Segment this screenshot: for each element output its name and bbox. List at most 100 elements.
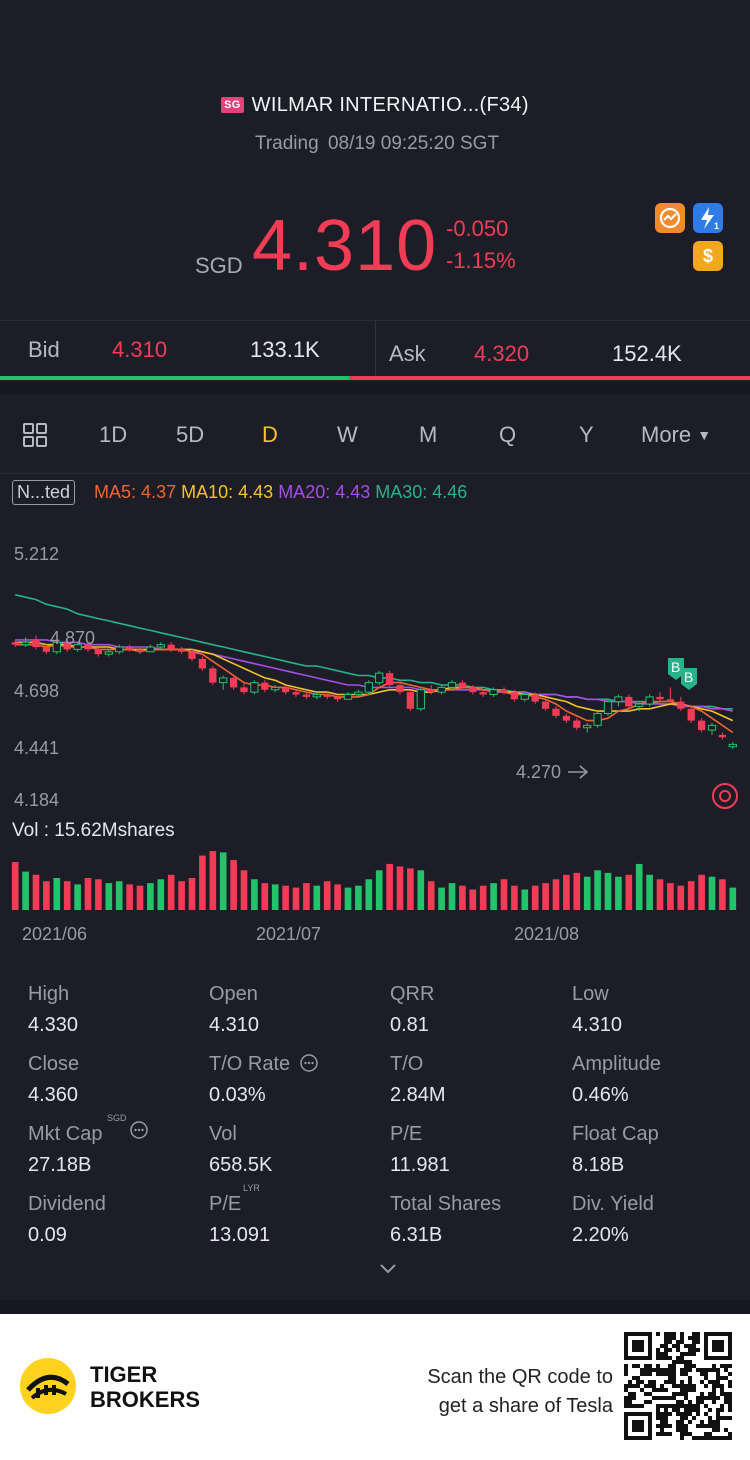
volume-bar bbox=[687, 881, 695, 910]
promo-line1: Scan the QR code to bbox=[427, 1366, 613, 1388]
volume-bar bbox=[646, 874, 653, 910]
stat-label: Div. Yield bbox=[572, 1193, 654, 1215]
volume-bar bbox=[63, 881, 71, 910]
candle bbox=[104, 649, 113, 657]
stock-header: SG WILMAR INTERNATIO...(F34) Trading 08/1… bbox=[0, 0, 750, 320]
candle bbox=[115, 644, 124, 655]
tab-month[interactable]: M bbox=[419, 422, 438, 447]
stat-value: 4.360 bbox=[28, 1084, 79, 1106]
candle bbox=[52, 639, 61, 655]
volume-bar bbox=[43, 881, 50, 910]
stock-title[interactable]: SG WILMAR INTERNATIO...(F34) bbox=[0, 94, 750, 117]
bid-ask-panel: Bid 4.310 133.1K Ask 4.320 152.4K bbox=[0, 320, 750, 382]
volume-bar bbox=[531, 885, 539, 910]
status-datetime: 08/19 09:25:20 SGT bbox=[327, 133, 500, 154]
volume-bar bbox=[479, 885, 487, 910]
candle bbox=[416, 687, 425, 712]
stat-value: 13.091 bbox=[209, 1224, 271, 1246]
candle bbox=[188, 649, 196, 662]
volume-bar bbox=[396, 866, 404, 910]
tab-week[interactable]: W bbox=[337, 422, 358, 447]
candle bbox=[697, 718, 706, 733]
candle bbox=[219, 675, 228, 690]
tab-year[interactable]: Y bbox=[579, 422, 594, 447]
candlestick-chart[interactable]: 5.212 4.698 4.441 4.184 4.870 4.270 B B … bbox=[0, 530, 750, 960]
info-icon[interactable] bbox=[299, 1053, 319, 1078]
candle bbox=[552, 706, 560, 719]
candle bbox=[375, 670, 384, 686]
stock-name: WILMAR INTERNATIO...(F34) bbox=[251, 94, 529, 116]
locate-icon[interactable] bbox=[712, 783, 738, 809]
x-axis-label: 2021/08 bbox=[514, 924, 579, 944]
candle bbox=[458, 680, 467, 690]
volume-bar bbox=[271, 884, 279, 910]
candle bbox=[718, 732, 727, 740]
volume-bar bbox=[563, 874, 570, 910]
ask-label: Ask bbox=[389, 341, 426, 366]
volume-bar bbox=[282, 885, 289, 910]
tab-5d[interactable]: 5D bbox=[176, 422, 205, 447]
candle bbox=[583, 722, 592, 733]
volume-bar bbox=[115, 881, 123, 910]
candle bbox=[687, 706, 695, 723]
low-marker-label: 4.270 bbox=[516, 762, 561, 782]
stat-value: 0.09 bbox=[28, 1224, 67, 1246]
tab-quarter[interactable]: Q bbox=[499, 422, 517, 447]
stat-value: 0.46% bbox=[572, 1084, 629, 1106]
stat-value: 27.18B bbox=[28, 1154, 92, 1176]
promo-line2: get a share of Tesla bbox=[438, 1395, 613, 1417]
buy-marker[interactable]: B bbox=[668, 658, 684, 680]
candle bbox=[385, 670, 394, 688]
dollar-icon[interactable]: $ bbox=[693, 241, 723, 271]
stat-value: 4.330 bbox=[28, 1014, 79, 1036]
price-change: -0.050 bbox=[446, 216, 509, 241]
qr-code-icon[interactable] bbox=[624, 1332, 732, 1440]
price-change-pct: -1.15% bbox=[446, 248, 516, 273]
volume-bar bbox=[219, 852, 227, 910]
ma10-line bbox=[15, 641, 734, 722]
volume-bar bbox=[74, 884, 81, 910]
volume-bar bbox=[313, 885, 321, 910]
volume-bar bbox=[490, 883, 497, 910]
stat-value: 11.981 bbox=[390, 1154, 450, 1176]
candle bbox=[250, 680, 259, 695]
volume-bar bbox=[375, 870, 383, 910]
mini-chart-icon[interactable] bbox=[655, 203, 685, 233]
grid-layout-icon[interactable] bbox=[22, 422, 50, 455]
ma5-line bbox=[15, 643, 734, 734]
expand-chevron-icon[interactable] bbox=[378, 1262, 398, 1281]
adjust-mode-button[interactable]: N...ted bbox=[12, 480, 76, 505]
candle bbox=[343, 692, 353, 700]
trading-status: Trading 08/19 09:25:20 SGT bbox=[0, 133, 750, 155]
tab-day[interactable]: D bbox=[262, 422, 278, 447]
y-tick-label: 4.184 bbox=[14, 790, 59, 810]
info-icon[interactable] bbox=[129, 1120, 149, 1145]
volume-bar bbox=[105, 883, 113, 910]
lightning-level1-icon[interactable]: 1 bbox=[693, 203, 723, 233]
candle bbox=[500, 687, 508, 695]
volume-bar bbox=[355, 885, 362, 910]
stat-label: Float Cap bbox=[572, 1123, 659, 1145]
stat-label: T/O bbox=[390, 1053, 424, 1075]
stat-label: Total Shares bbox=[390, 1193, 502, 1215]
tab-more[interactable]: More ▼ bbox=[641, 422, 711, 448]
volume-bar bbox=[157, 879, 165, 910]
bid-ratio-bar bbox=[0, 376, 349, 380]
candle bbox=[531, 692, 539, 705]
volume-bar bbox=[604, 872, 612, 910]
candle bbox=[125, 644, 134, 652]
stat-value: 4.310 bbox=[572, 1014, 623, 1036]
stat-label: Open bbox=[209, 983, 258, 1005]
volume-bar bbox=[511, 885, 518, 910]
volume-bar bbox=[386, 863, 393, 910]
buy-marker[interactable]: B bbox=[681, 668, 697, 690]
candle bbox=[84, 642, 92, 652]
candle bbox=[469, 685, 477, 695]
stats-grid: High 4.330 Open 4.310 QRR 0.81 Low 4.310… bbox=[0, 975, 750, 1290]
volume-bar bbox=[167, 874, 175, 910]
volume-bar bbox=[22, 871, 29, 910]
volume-bar bbox=[583, 876, 591, 910]
tab-1d[interactable]: 1D bbox=[99, 422, 128, 447]
currency-label: SGD bbox=[195, 253, 243, 278]
tab-more-label: More bbox=[641, 422, 692, 447]
